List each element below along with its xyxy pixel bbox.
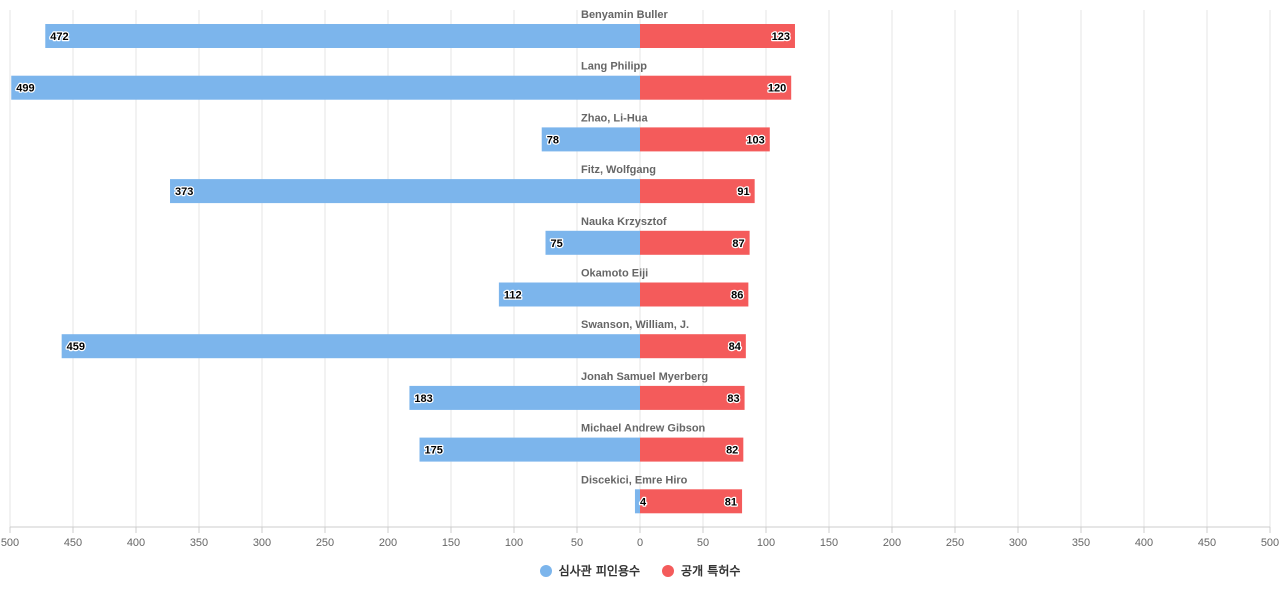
bar-citations[interactable] (11, 75, 640, 100)
data-label-patents: 120 (768, 83, 786, 95)
category-label: Okamoto Eiji (581, 268, 648, 280)
data-label-citations: 78 (547, 134, 559, 146)
x-tick-label: 350 (190, 537, 208, 549)
bar-citations[interactable] (419, 437, 641, 462)
x-tick-label: 150 (442, 537, 460, 549)
data-label-patents: 103 (746, 134, 764, 146)
bar-patents[interactable] (640, 385, 745, 410)
x-tick-label: 100 (757, 537, 775, 549)
legend-marker-citations (539, 564, 552, 577)
category-label: Nauka Krzysztof (581, 216, 667, 228)
x-tick-label: 450 (64, 537, 82, 549)
x-tick-label: 50 (571, 537, 583, 549)
category-label: Michael Andrew Gibson (581, 423, 706, 435)
data-label-patents: 86 (731, 290, 743, 302)
category-label: Benyamin Buller (581, 9, 669, 21)
legend-item-citations[interactable]: 심사관 피인용수 (539, 562, 641, 579)
x-tick-label: 300 (1009, 537, 1027, 549)
bar-citations[interactable] (409, 385, 640, 410)
data-label-citations: 472 (50, 31, 68, 43)
data-label-patents: 82 (726, 445, 738, 457)
diverging-bar-chart: Benyamin Buller Lang Philipp Zhao, Li-Hua F… (1, 9, 1279, 549)
bar-patents[interactable] (640, 24, 795, 48)
data-label-citations: 75 (551, 238, 563, 250)
data-label-patents: 91 (737, 186, 749, 198)
x-tick-label: 150 (820, 537, 838, 549)
bar-patents[interactable] (640, 127, 770, 152)
legend-label-patents: 공개 특허수 (681, 564, 741, 578)
bar-patents[interactable] (640, 489, 743, 514)
x-tick-label: 0 (637, 537, 643, 549)
category-label: Zhao, Li-Hua (581, 112, 648, 124)
category-label: Fitz, Wolfgang (581, 164, 656, 176)
bar-citations[interactable] (545, 230, 641, 255)
data-label-citations: 112 (504, 290, 522, 302)
category-label: Discekici, Emre Hiro (581, 474, 688, 486)
data-label-patents: 87 (732, 238, 744, 250)
bar-citations[interactable] (498, 282, 640, 307)
bars-group (11, 24, 795, 514)
bar-patents[interactable] (640, 179, 755, 204)
legend: 심사관 피인용수 공개 특허수 (0, 562, 1280, 579)
x-tick-label: 500 (1261, 537, 1279, 549)
x-tick-label: 100 (505, 537, 523, 549)
bar-citations[interactable] (541, 127, 640, 152)
bar-citations[interactable] (634, 489, 640, 514)
x-tick-label: 400 (1135, 537, 1153, 549)
bar-citations[interactable] (61, 334, 641, 359)
legend-marker-patents (662, 564, 675, 577)
data-label-citations: 183 (414, 393, 432, 405)
bar-patents[interactable] (640, 282, 749, 307)
x-tick-label: 450 (1198, 537, 1216, 549)
data-label-patents: 84 (729, 341, 742, 353)
data-label-citations: 373 (175, 186, 193, 198)
bar-patents[interactable] (640, 230, 750, 255)
x-tick-label: 250 (946, 537, 964, 549)
category-label: Swanson, William, J. (581, 319, 689, 331)
x-tick-label: 300 (253, 537, 271, 549)
bar-patents[interactable] (640, 334, 746, 359)
category-label: Lang Philipp (581, 61, 647, 73)
x-tick-label: 200 (379, 537, 397, 549)
x-tick-label: 350 (1072, 537, 1090, 549)
data-labels: 472 123 499 120 78 103 373 91 75 87 112 86 459 84 183 8… (15, 30, 791, 510)
x-tick-label: 500 (1, 537, 19, 549)
legend-label-citations: 심사관 피인용수 (558, 564, 641, 578)
category-labels: Benyamin Buller Lang Philipp Zhao, Li-Hua F… (581, 9, 708, 486)
data-label-patents: 123 (772, 31, 790, 43)
legend-item-patents[interactable]: 공개 특허수 (662, 562, 740, 579)
data-label-citations: 4 (640, 496, 647, 508)
category-label: Jonah Samuel Myerberg (581, 371, 708, 383)
bar-patents[interactable] (640, 437, 744, 462)
data-label-citations: 175 (425, 445, 443, 457)
data-label-citations: 459 (67, 341, 85, 353)
bar-citations[interactable] (170, 179, 640, 204)
bar-citations[interactable] (45, 24, 640, 48)
data-label-patents: 81 (725, 496, 737, 508)
data-label-patents: 83 (727, 393, 739, 405)
data-label-citations: 499 (16, 83, 34, 95)
x-tick-label: 250 (316, 537, 334, 549)
bar-patents[interactable] (640, 75, 792, 100)
x-tick-label: 50 (697, 537, 709, 549)
x-axis: 500 450 400 350 300 250 200 150 100 50 0 50 100 150 20… (1, 526, 1279, 549)
x-tick-label: 400 (127, 537, 145, 549)
x-tick-label: 200 (883, 537, 901, 549)
